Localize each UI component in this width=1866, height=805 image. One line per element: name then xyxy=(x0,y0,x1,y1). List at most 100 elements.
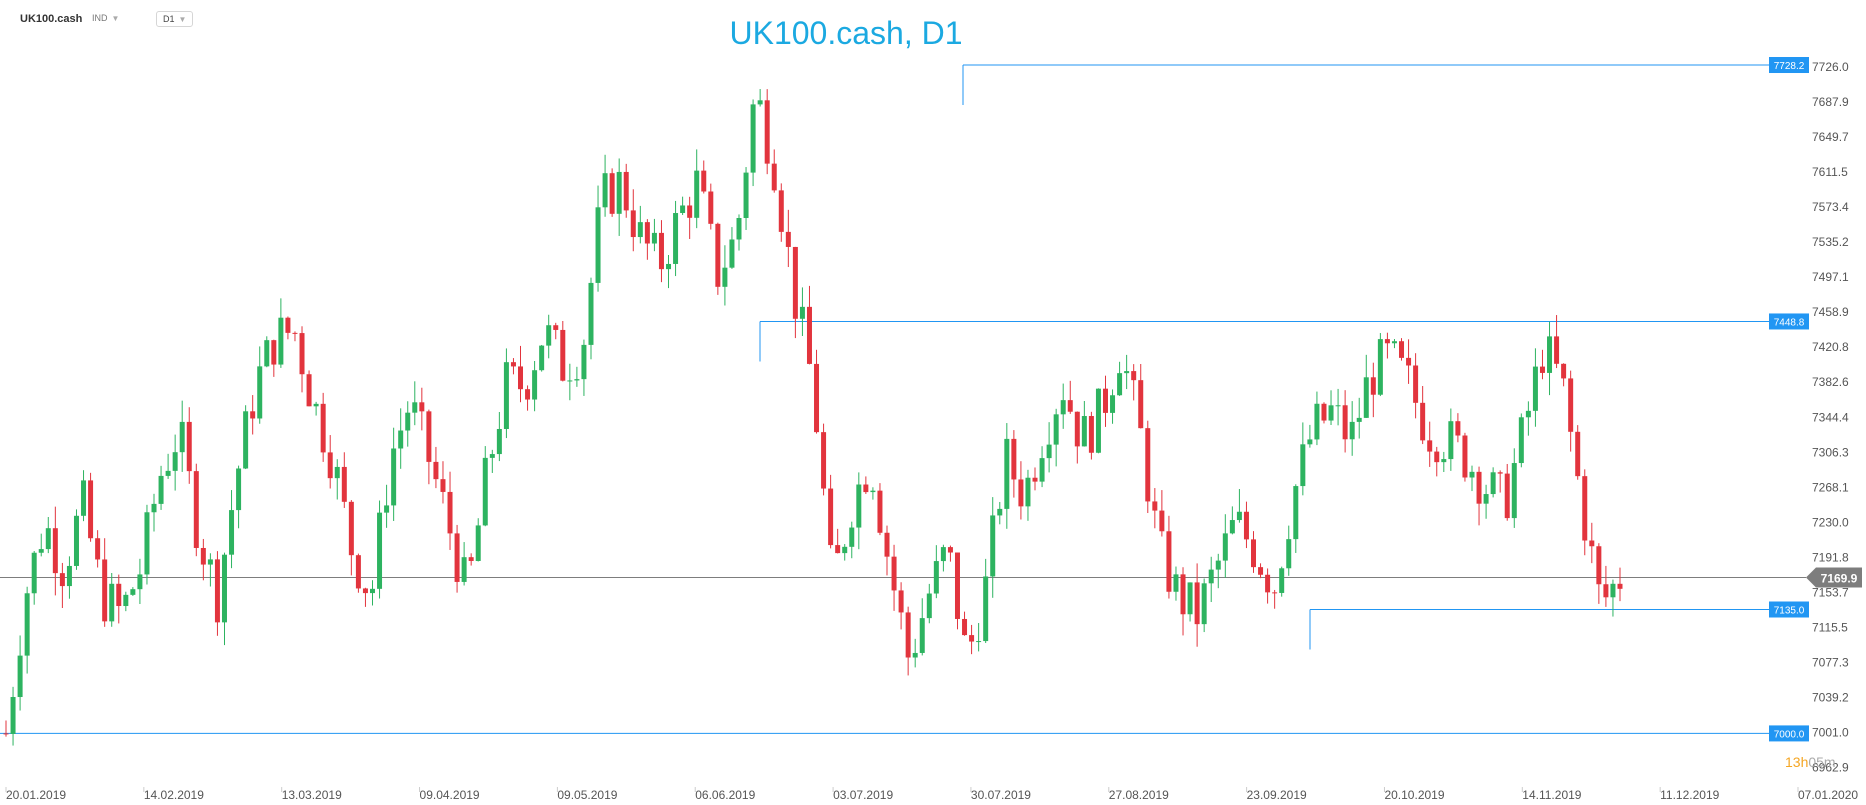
candle-body xyxy=(341,466,347,502)
price-tick-label: 7115.5 xyxy=(1812,620,1848,634)
candle-body xyxy=(165,470,171,476)
time-tick-label: 13.03.2019 xyxy=(282,788,342,802)
candle-body xyxy=(88,480,94,539)
candle-body xyxy=(588,282,594,345)
candle-body xyxy=(193,471,199,548)
candle-body xyxy=(863,484,869,493)
chart-toolbar: UK100.cash IND ▼ D1 ▼ xyxy=(0,0,1866,40)
time-tick-label: 30.07.2019 xyxy=(971,788,1031,802)
candle-body xyxy=(17,655,23,698)
candle-body xyxy=(933,561,939,594)
candle-body xyxy=(785,231,791,247)
price-tick-label: 7535.2 xyxy=(1812,235,1849,249)
candle-body xyxy=(1032,477,1038,482)
candle-body xyxy=(701,170,707,192)
candle-body xyxy=(1095,388,1101,453)
candle-body xyxy=(1011,438,1017,480)
candle-body xyxy=(1589,540,1595,547)
level-price-badge xyxy=(1769,601,1809,618)
candle-body xyxy=(454,533,460,582)
price-tick-label: 7458.9 xyxy=(1812,305,1849,319)
candle-body xyxy=(1448,421,1454,460)
candle-body xyxy=(532,370,538,400)
candle-body xyxy=(821,432,827,489)
candle-body xyxy=(59,573,65,587)
candle-body xyxy=(1300,444,1306,487)
price-axis: 7726.0 7687.9 7649.7 7611.5 7573.4 7535.2 7497… xyxy=(1812,60,1849,774)
time-tick-label: 14.11.2019 xyxy=(1522,788,1581,802)
candle-countdown: 13h05m xyxy=(1785,754,1836,770)
price-tick-label: 7382.6 xyxy=(1812,375,1849,389)
chart-title: UK100.cash, D1 xyxy=(729,15,962,51)
time-tick-label: 14.02.2019 xyxy=(144,788,204,802)
candle-body xyxy=(1243,511,1249,540)
candle-body xyxy=(1004,438,1010,509)
level-price-label: 7135.0 xyxy=(1774,606,1805,617)
candle-body xyxy=(778,190,784,232)
candle-body xyxy=(616,171,622,214)
price-tick-label: 7268.1 xyxy=(1812,480,1849,494)
candle-body xyxy=(1272,592,1278,594)
candle-body xyxy=(257,366,263,419)
candle-body xyxy=(1399,341,1405,358)
candle-body xyxy=(440,479,446,492)
candle-body xyxy=(243,411,249,469)
symbol-label[interactable]: UK100.cash xyxy=(20,13,83,25)
candle-body xyxy=(1074,411,1080,447)
candle-body xyxy=(1532,366,1538,411)
candle-body xyxy=(954,552,960,619)
candle-body xyxy=(581,344,587,380)
candle-body xyxy=(1504,473,1510,519)
candle-body xyxy=(1046,444,1052,459)
candle-body xyxy=(926,593,932,619)
price-tick-label: 7726.0 xyxy=(1812,60,1849,74)
candle-body xyxy=(630,210,636,238)
candle-body xyxy=(828,488,834,546)
time-tick-label: 11.12.2019 xyxy=(1660,788,1719,802)
candle-body xyxy=(1617,583,1623,589)
candle-body xyxy=(1053,414,1059,445)
candle-body xyxy=(1307,439,1313,445)
candle-body xyxy=(877,490,883,533)
candle-body xyxy=(271,340,277,365)
price-tick-label: 7573.4 xyxy=(1812,200,1849,214)
candle-body xyxy=(771,163,777,191)
current-price-tag xyxy=(1806,567,1862,588)
candle-body xyxy=(673,213,679,264)
candle-body xyxy=(623,171,629,211)
indicators-button[interactable]: IND ▼ xyxy=(92,13,119,23)
candle-body xyxy=(1497,472,1503,474)
candle-body xyxy=(715,223,721,287)
candle-body xyxy=(940,547,946,562)
level-lines: 7728.2 7448.8 7135.0 7000.0 7169.9 xyxy=(0,57,1862,742)
candle-body xyxy=(1124,371,1130,374)
countdown-minutes: 05m xyxy=(1808,754,1835,770)
candle-body xyxy=(518,366,524,390)
candle-body xyxy=(1067,400,1073,412)
candle-body xyxy=(207,559,213,565)
candle-body xyxy=(764,100,770,164)
timeframe-select[interactable]: D1 ▼ xyxy=(156,11,194,27)
candle-body xyxy=(651,232,657,244)
candle-body xyxy=(962,618,968,636)
candle-body xyxy=(1265,574,1271,593)
candle-body xyxy=(658,232,664,270)
candle-body xyxy=(10,697,16,734)
candle-body xyxy=(1455,421,1461,436)
level-price-badge xyxy=(1769,57,1809,74)
candle-body xyxy=(694,170,700,218)
candle-body xyxy=(1251,539,1257,568)
candle-body xyxy=(236,468,242,511)
candle-body xyxy=(856,484,862,528)
candle-body xyxy=(398,430,404,449)
candle-body xyxy=(1117,373,1123,396)
candle-body xyxy=(1081,416,1087,447)
candle-body xyxy=(221,554,227,623)
candle-body xyxy=(1483,494,1489,504)
timeframe-label: D1 xyxy=(163,14,175,24)
candle-body xyxy=(1039,458,1045,482)
level-price-label: 7728.2 xyxy=(1774,61,1805,72)
candle-body xyxy=(891,556,897,591)
price-tick-label: 7153.7 xyxy=(1812,585,1849,599)
